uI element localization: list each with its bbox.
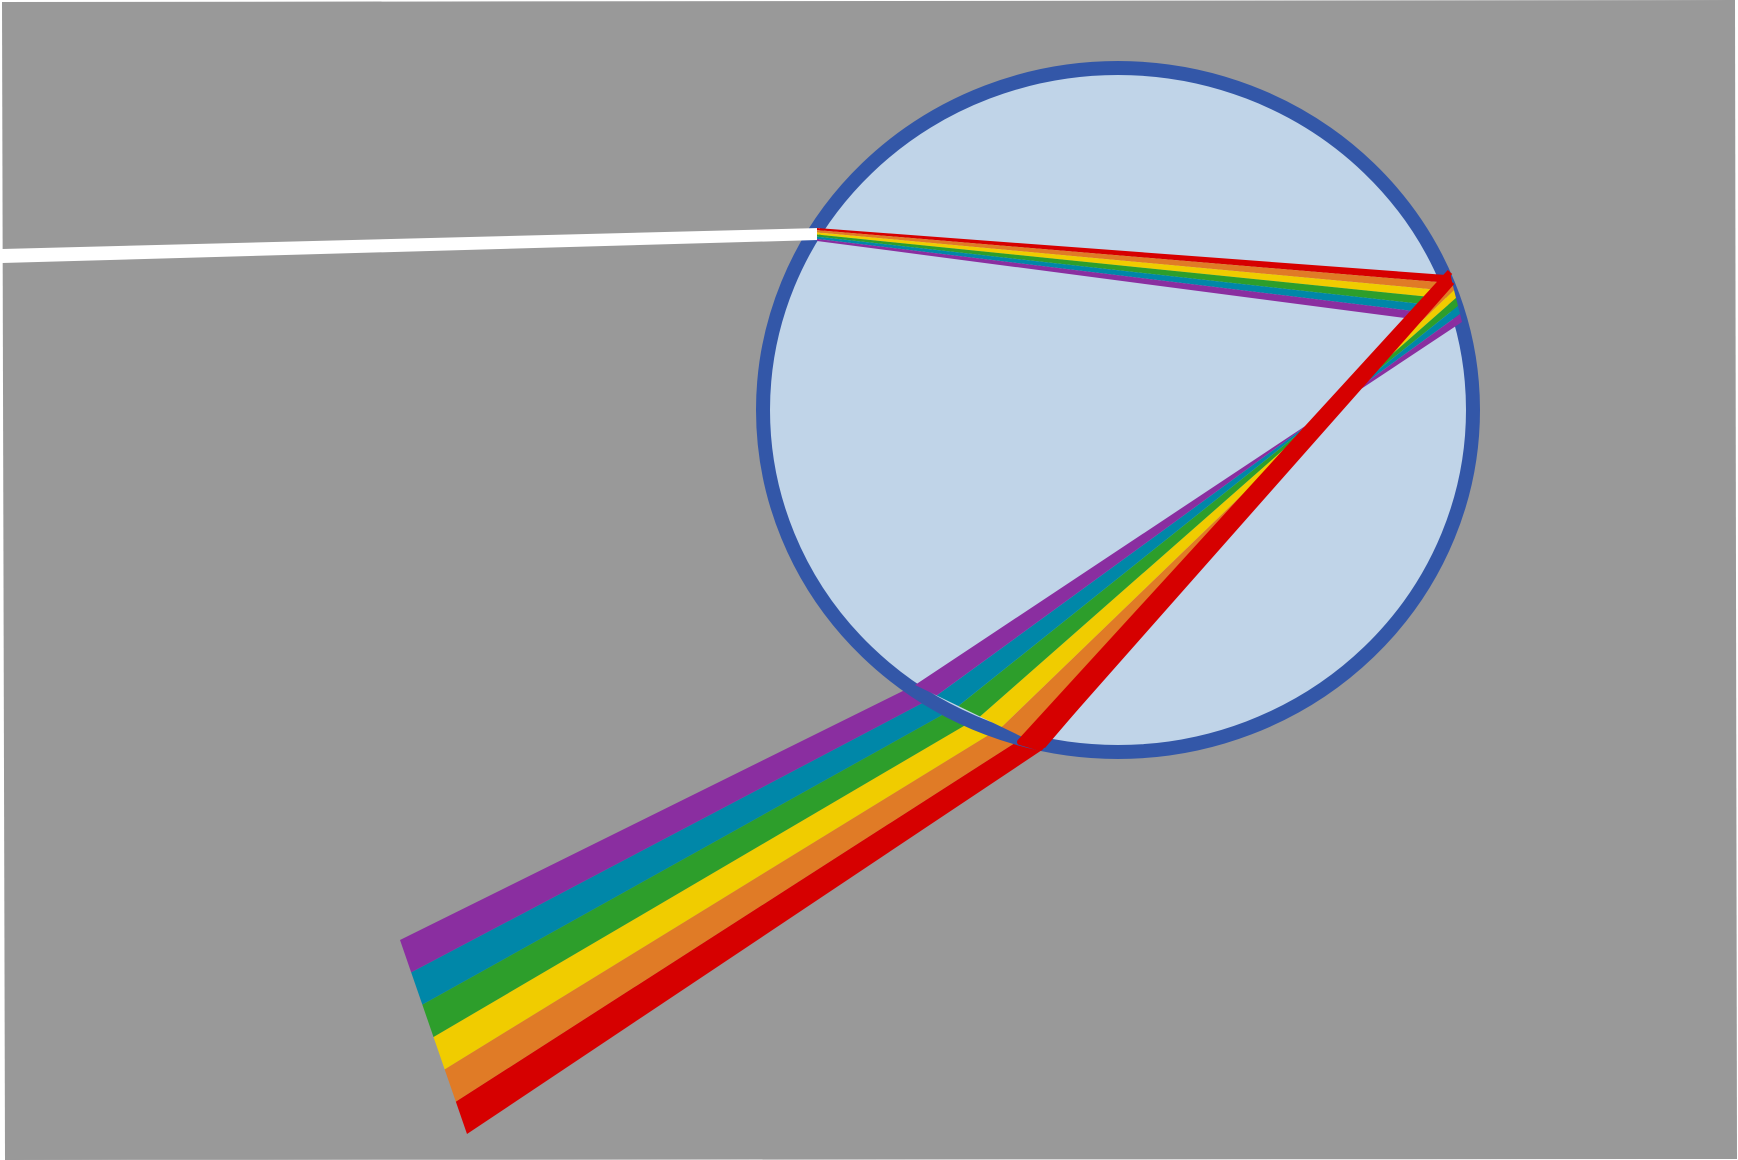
incident-white-light-ray (2, 228, 820, 263)
reflected-ray-green (958, 298, 1458, 717)
incoming-ray-blue (817, 236, 1419, 311)
incoming-ray-red (817, 228, 1446, 283)
exit-spectrum-fan (400, 685, 1045, 1134)
incoming-ray-orange (817, 230, 1440, 290)
reflected-ray-blue (936, 306, 1460, 706)
exit-ray-violet (400, 685, 937, 973)
incoming-ray-yellow (817, 232, 1433, 297)
incoming-ray-green (817, 234, 1426, 304)
incoming-ray-violet (817, 238, 1412, 318)
exit-ray-yellow (433, 716, 1002, 1070)
exit-ray-blue (411, 695, 959, 1005)
reflected-ray-yellow (980, 290, 1456, 727)
reflected-ray-orange (1001, 282, 1454, 738)
internal-spectrum-rays (817, 228, 1462, 751)
reflected-ray-violet (915, 314, 1462, 696)
exit-ray-red (455, 737, 1045, 1134)
exit-ray-green (422, 706, 980, 1037)
exit-ray-orange (444, 727, 1024, 1102)
reflected-ray-red-edge (1017, 269, 1455, 751)
